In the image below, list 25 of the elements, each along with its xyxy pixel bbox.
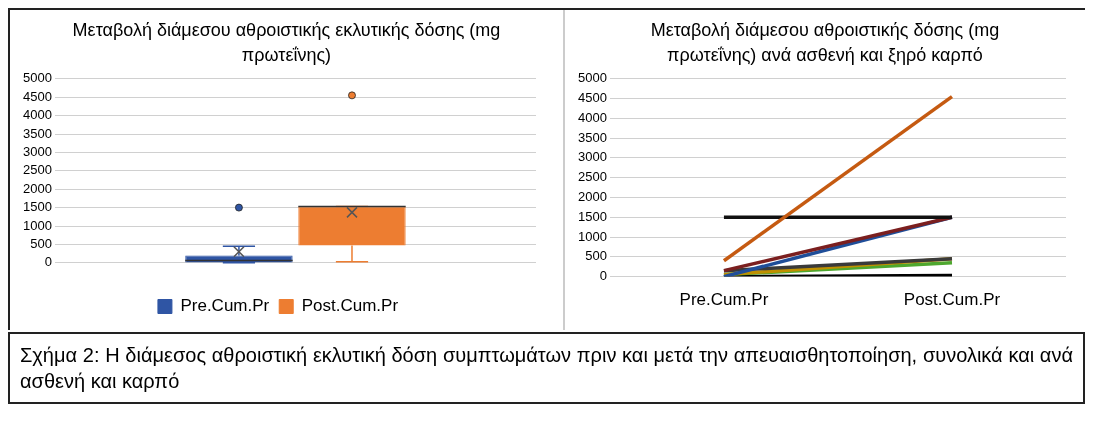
y-tick-label: 1000 bbox=[577, 228, 607, 244]
y-tick-label: 1500 bbox=[23, 199, 52, 215]
y-tick-label: 0 bbox=[44, 254, 52, 270]
y-tick-label: 3000 bbox=[577, 149, 607, 165]
chart-title: Μεταβολή διάμεσου αθροιστικής δόσης (mg πρωτεΐνης) ανά ασθενή και ξηρό καρπό bbox=[649, 19, 1001, 67]
y-tick-label: 5000 bbox=[577, 70, 607, 86]
chart-title: Μεταβολή διάμεσου αθροιστικής εκλυτικής δόσης (mg πρωτεΐνης) bbox=[71, 19, 502, 67]
y-tick-label: 2000 bbox=[577, 189, 607, 205]
y-tick-label: 5000 bbox=[23, 70, 52, 86]
y-tick-label: 4000 bbox=[577, 109, 607, 125]
y-tick-label: 0 bbox=[599, 268, 607, 284]
y-tick-label: 4500 bbox=[577, 90, 607, 106]
y-tick-label: 3000 bbox=[23, 143, 52, 159]
y-tick-label: 500 bbox=[30, 235, 52, 251]
y-tick-label: 2500 bbox=[577, 169, 607, 185]
y-tick-label: 4500 bbox=[23, 88, 52, 104]
y-tick-label: 3500 bbox=[23, 125, 52, 141]
y-tick-label: 4000 bbox=[23, 107, 52, 123]
y-tick-label: 3500 bbox=[577, 129, 607, 145]
y-tick-label: 2500 bbox=[23, 162, 52, 178]
text: Σχήμα 2: Η διάμεσος αθροιστική εκλυτική δόση συμπτωμάτων πριν και μετά την απευαισθητοποίηση, συνολικά και ανά ασθενή και καρπό bbox=[20, 343, 1073, 394]
y-tick-label: 500 bbox=[585, 248, 607, 264]
y-tick-label: 2000 bbox=[23, 180, 52, 196]
y-tick-label: 1000 bbox=[23, 217, 52, 233]
y-tick-label: 1500 bbox=[577, 208, 607, 224]
